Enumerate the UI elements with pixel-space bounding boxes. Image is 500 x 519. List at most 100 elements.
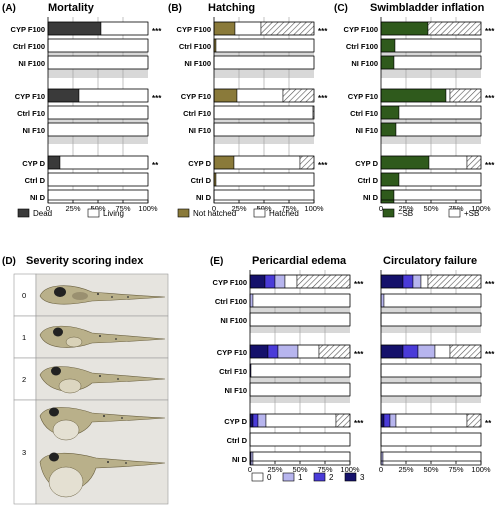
c-xtick-label-3: 75%	[448, 204, 463, 213]
severity-scoring-panel: Severity scoring index 0 1 2	[13, 255, 169, 505]
e1-bar-ni-f10-s3	[249, 382, 351, 397]
panel-label-c: (C)	[334, 3, 348, 14]
fish-larva-1-icon	[39, 325, 166, 348]
c-label-cyp-f10: CYP F10	[348, 92, 378, 101]
e1-label-ni-f10: NI F10	[224, 386, 247, 395]
b-bar-ctrl-f100-s1	[215, 38, 315, 53]
e2-xtick-label-2: 50%	[423, 465, 438, 474]
e1-label-ni-d: NI D	[232, 455, 248, 464]
e1-bar-ni-f100-s3	[249, 312, 351, 327]
e2-bar-ctrl-f10-s3	[380, 363, 482, 378]
legend-c-swatch-0	[382, 208, 395, 218]
e2-bar-cyp-d-s2	[389, 413, 397, 428]
legend-e-swatch-2	[313, 472, 326, 482]
a-xtick-label-2: 50%	[90, 204, 105, 213]
e2-bar-cyp-f10-s1	[402, 344, 419, 359]
e1-bar-cyp-f100-hatched	[296, 274, 351, 289]
circulatory-failure-chart: Circulatory failure********0 25% 50% 75% 100…	[379, 255, 495, 474]
e2-bar-cyp-d-s3	[395, 413, 468, 428]
legend-e-label-1: 1	[298, 473, 303, 482]
a-bar-cyp-f100-s0	[47, 21, 102, 36]
e2-xtick-label-4: 100%	[471, 465, 491, 474]
legend-b-swatch-0	[177, 208, 190, 218]
e1-bar-cyp-f10-hatched	[318, 344, 351, 359]
e1-bar-ni-d-s3	[252, 451, 351, 466]
e1-bar-ctrl-f100-s3	[252, 293, 351, 308]
b-label-ctrl-f10: Ctrl F10	[183, 109, 211, 118]
e1-label-ctrl-f100: Ctrl F100	[215, 297, 247, 306]
a-title: Mortality	[48, 2, 95, 14]
legend-b-label-1: Hatched	[269, 209, 299, 218]
e1-bar-cyp-d-s0	[249, 413, 254, 428]
legend-e-swatch-3	[344, 472, 357, 482]
legend-e-label-0: 0	[267, 473, 272, 482]
e1-bar-cyp-f100-s1	[264, 274, 276, 289]
e2-bar-cyp-d-s0	[380, 413, 385, 428]
a-bar-cyp-d-s1	[59, 155, 149, 170]
legend-e-label-3: 3	[360, 473, 365, 482]
c-bar-cyp-f10-hatched	[449, 88, 482, 103]
e2-bar-cyp-f100-s3	[420, 274, 429, 289]
legend-c-swatch-1	[448, 208, 461, 218]
e2-xtick-label-3: 75%	[448, 465, 463, 474]
panel-label-b: (B)	[168, 3, 182, 14]
e1-bar-cyp-f10-s3	[297, 344, 320, 359]
e1-bar-cyp-f10-s2	[277, 344, 299, 359]
fish-larva-3b-icon	[39, 452, 166, 498]
e2-bar-ctrl-f100-s2	[380, 293, 385, 308]
panel-label-d: (D)	[2, 256, 16, 267]
c-bar-ni-f10-s1	[395, 122, 482, 137]
c-bar-cyp-d-s0	[380, 155, 430, 170]
e1-bar-ctrl-f100-s2	[249, 293, 254, 308]
c-sig-cyp-d: ***	[485, 161, 495, 170]
b-bar-cyp-d-hatched	[299, 155, 315, 170]
legend-a-swatch-0	[17, 208, 30, 218]
e1-xtick-label-3: 75%	[317, 465, 332, 474]
e1-title: Pericardial edema	[252, 255, 347, 267]
e1-bar-cyp-f100-s0	[249, 274, 266, 289]
c-label-ctrl-f100: Ctrl F100	[346, 42, 378, 51]
a-xtick-label-4: 100%	[138, 204, 158, 213]
e1-bar-cyp-d-s3	[265, 413, 337, 428]
severity-legend: 0 1 2 3	[251, 472, 365, 482]
c-bar-cyp-f100-hatched	[427, 21, 482, 36]
legend-b-label-0: Not hatched	[193, 209, 236, 218]
hatching-legend: Not hatched Hatched	[177, 208, 299, 218]
e1-label-ctrl-d: Ctrl D	[227, 436, 248, 445]
e1-bar-cyp-f100-s2	[274, 274, 286, 289]
c-label-cyp-d: CYP D	[355, 159, 378, 168]
a-bar-ctrl-f100-s1	[47, 38, 149, 53]
c-xtick-label-4: 100%	[471, 204, 491, 213]
c-bar-ctrl-f100-s1	[394, 38, 482, 53]
e2-sig-cyp-f100: ***	[485, 280, 495, 289]
b-bar-cyp-f100-hatched	[260, 21, 315, 36]
e1-sig-cyp-f10: ***	[354, 350, 364, 359]
c-bar-cyp-f10-s1	[445, 88, 451, 103]
c-bar-ctrl-d-s1	[398, 172, 482, 187]
a-label-cyp-f10: CYP F10	[15, 92, 45, 101]
b-label-ctrl-d: Ctrl D	[191, 176, 212, 185]
a-label-ni-f10: NI F10	[22, 126, 45, 135]
severity-title: Severity scoring index	[26, 255, 144, 267]
b-label-ni-f100: NI F100	[184, 59, 211, 68]
e1-bar-cyp-d-s2	[257, 413, 267, 428]
b-bar-cyp-d-s1	[233, 155, 301, 170]
b-label-ctrl-f100: Ctrl F100	[179, 42, 211, 51]
legend-a-label-0: Dead	[33, 209, 52, 218]
c-label-ni-f10: NI F10	[355, 126, 378, 135]
a-sig-cyp-f10: ***	[152, 94, 162, 103]
swimbladder-legend: –SB +SB	[382, 208, 479, 218]
e2-bar-ctrl-f100-s3	[383, 293, 482, 308]
e2-bar-cyp-f10-s2	[417, 344, 436, 359]
b-bar-ctrl-d-s1	[215, 172, 315, 187]
c-bar-ctrl-f10-s0	[380, 105, 400, 120]
e2-bar-cyp-f10-hatched	[449, 344, 482, 359]
a-label-ni-f100: NI F100	[18, 59, 45, 68]
b-xtick-label-4: 100%	[304, 204, 324, 213]
e2-sig-cyp-d: **	[485, 419, 492, 428]
b-bar-cyp-f10-s1	[236, 88, 284, 103]
c-bar-ctrl-f10-s1	[398, 105, 482, 120]
b-xtick-label-2: 50%	[256, 204, 271, 213]
a-bar-ctrl-f10-s1	[47, 105, 149, 120]
